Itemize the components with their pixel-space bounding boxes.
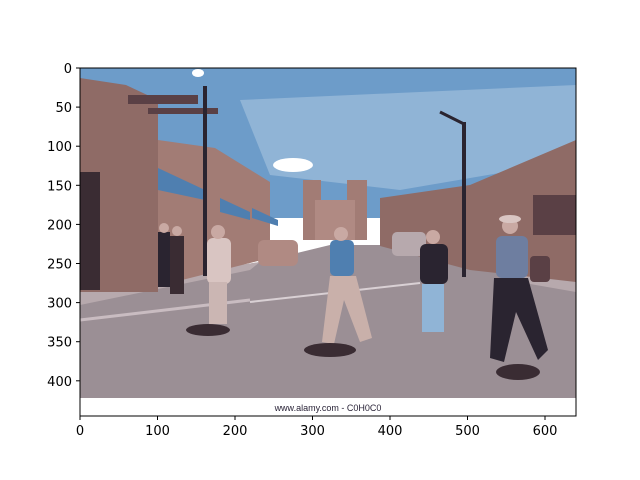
stroller: [530, 256, 550, 282]
y-tick-label: 50: [55, 101, 72, 116]
watermark-band: [80, 398, 576, 416]
x-tick-label: 100: [145, 424, 170, 439]
shadow: [304, 343, 356, 357]
lamp-arm: [439, 110, 465, 126]
left-doorway: [80, 172, 100, 290]
y-tick-label: 0: [64, 62, 72, 77]
x-tick-label: 500: [455, 424, 480, 439]
y-tick-label: 350: [47, 336, 72, 351]
y-axis: 0 50 100 150 200 250 300 350 400: [47, 62, 80, 390]
watermark-text: www.alamy.com - C0H0C0: [274, 403, 382, 413]
y-tick-label: 100: [47, 140, 72, 155]
y-tick-label: 250: [47, 258, 72, 273]
shadow: [186, 324, 230, 336]
left-building-far: [158, 140, 270, 286]
cloud-small: [192, 69, 204, 77]
left-lamp-post: [203, 86, 207, 276]
pedestrian-blue-shirt: [322, 227, 372, 344]
blue-awning: [158, 168, 205, 200]
shadow: [496, 364, 540, 380]
pedestrian-hat: [490, 215, 548, 362]
portal-beam: [128, 95, 198, 104]
y-tick-label: 200: [47, 218, 72, 233]
y-tick-label: 150: [47, 179, 72, 194]
right-storefront: [533, 195, 576, 235]
axes-frame: [79, 67, 577, 417]
pedestrian-dark-jacket: [420, 230, 448, 332]
blue-awning-3: [252, 208, 278, 226]
car-right: [392, 232, 426, 256]
x-axis: 0 100 200 300 400 500 600: [76, 416, 558, 439]
x-tick-label: 400: [378, 424, 403, 439]
cloud: [273, 158, 313, 172]
right-lamp-post: [462, 122, 466, 277]
portal-beam-2: [148, 108, 218, 114]
street-photo-image: www.alamy.com - C0H0C0: [79, 68, 576, 416]
x-tick-label: 200: [223, 424, 248, 439]
x-tick-label: 300: [300, 424, 325, 439]
pedestrian-white: [207, 225, 231, 324]
x-tick-label: 0: [76, 424, 84, 439]
y-tick-label: 300: [47, 297, 72, 312]
pedestrian-group-left: [158, 223, 184, 294]
car-left: [258, 240, 298, 266]
y-tick-label: 400: [47, 375, 72, 390]
x-tick-label: 600: [533, 424, 558, 439]
sky-haze: [240, 85, 576, 190]
blue-awning-2: [220, 198, 250, 220]
